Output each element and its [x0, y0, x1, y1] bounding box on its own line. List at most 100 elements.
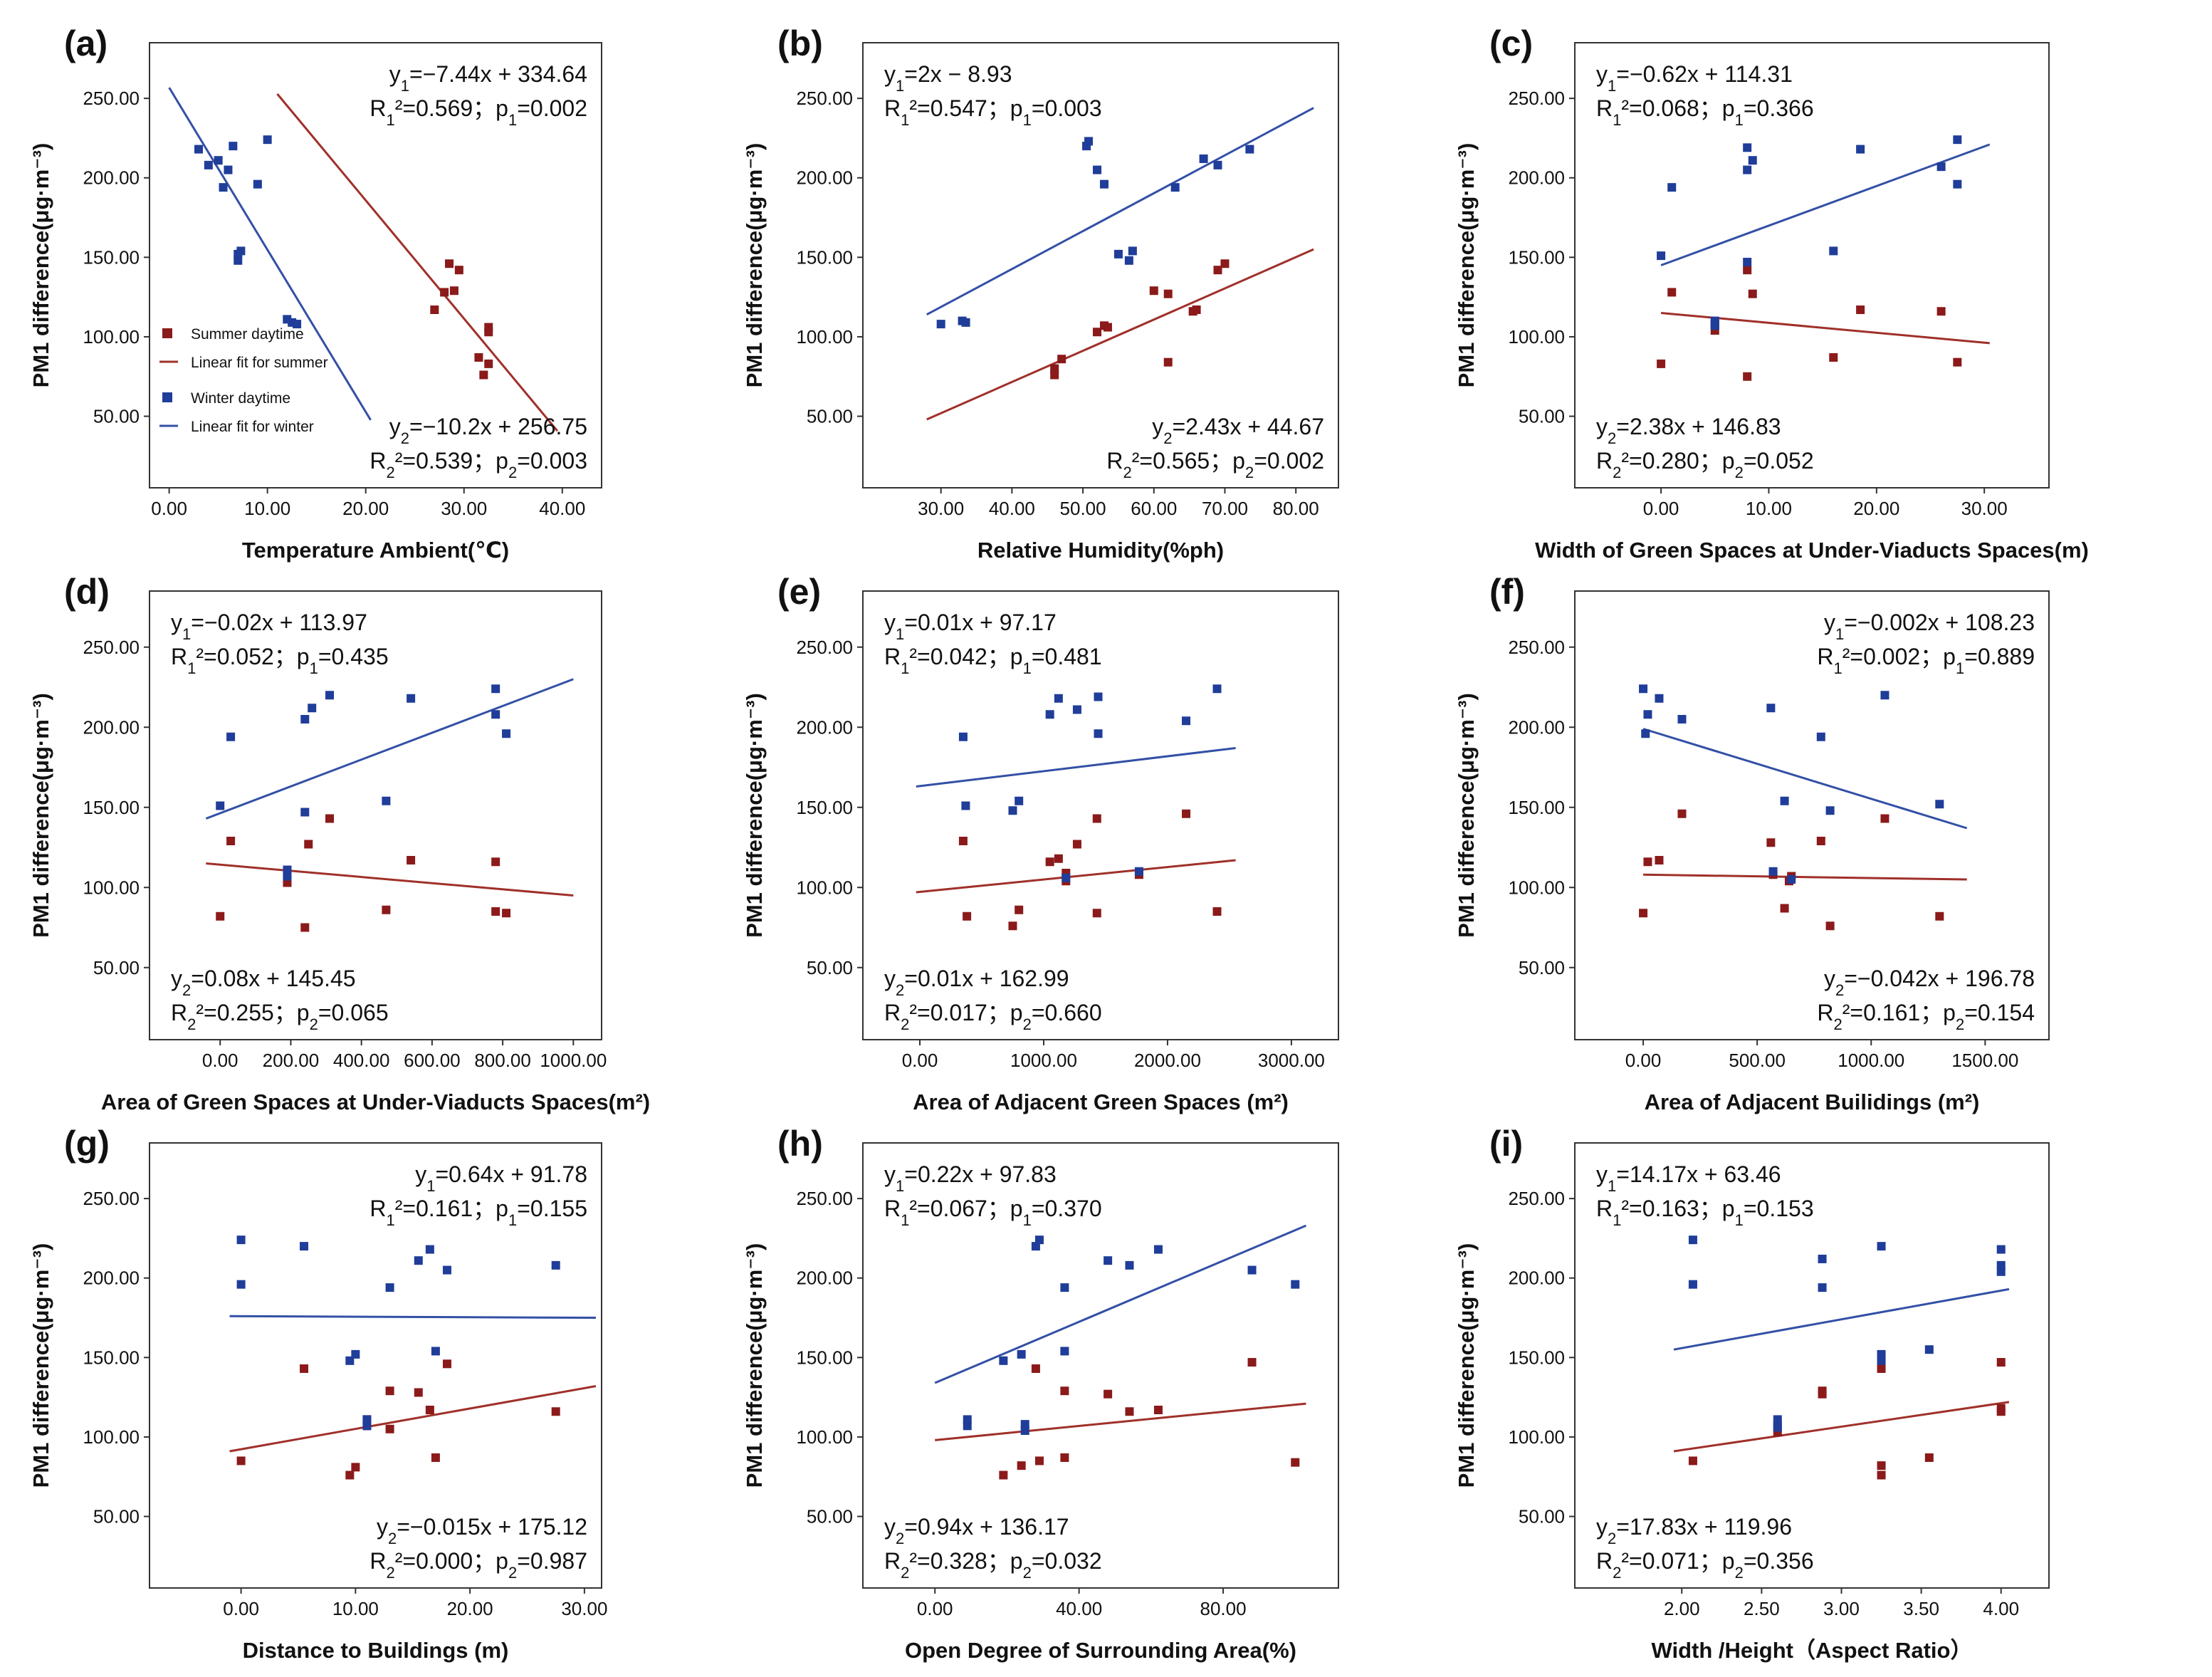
y-axis-label: PM1 difference(μg·m⁻³)	[742, 1243, 767, 1488]
winter-point	[1099, 179, 1108, 189]
winter-point	[431, 1347, 440, 1356]
x-tick-label: 20.00	[447, 1598, 493, 1619]
x-tick-label: 1000.00	[1838, 1050, 1904, 1071]
winter-point	[1677, 715, 1687, 723]
winter-fit-line	[1642, 728, 1968, 830]
winter-point	[236, 1280, 246, 1289]
summer-point	[1766, 838, 1776, 847]
summer-fit-line	[206, 862, 574, 897]
y-tick-label: 200.00	[83, 1268, 140, 1289]
summer-fit-line	[1660, 311, 1990, 345]
summer-point	[1163, 289, 1173, 298]
summer-point	[216, 911, 225, 921]
summer-point	[1856, 305, 1865, 314]
summer-point	[1877, 1364, 1886, 1373]
y-tick-label: 250.00	[83, 637, 140, 658]
plot-frame	[149, 590, 602, 1040]
x-tick-label: 2.00	[1664, 1598, 1700, 1619]
summer-point	[1192, 305, 1201, 314]
summer-point	[304, 840, 313, 849]
x-tick-label: 30.00	[1961, 498, 2008, 519]
summer-point	[1057, 355, 1066, 364]
summer-fit-line	[1673, 1401, 2010, 1453]
winter-point	[1291, 1280, 1300, 1289]
summer-point	[1780, 904, 1789, 913]
x-tick-label: 30.00	[441, 498, 487, 519]
y-tick-label: 250.00	[1508, 1188, 1565, 1209]
r2-p-line: R2²=0.255；p2=0.065	[171, 1000, 389, 1033]
y-tick-label: 250.00	[83, 1188, 140, 1209]
winter-point	[1124, 256, 1133, 265]
winter-point	[1766, 704, 1776, 713]
winter-point	[1170, 183, 1180, 192]
summer-point	[1008, 921, 1017, 931]
y-tick-label: 200.00	[796, 167, 853, 189]
summer-point	[440, 288, 449, 297]
summer-fit-line	[935, 1402, 1306, 1441]
scatter-panel-i: (i) 50.00 100.00 150.00 200.00 250.00 2.00 2.50…	[1454, 1124, 2050, 1663]
winter-point	[253, 179, 262, 189]
winter-fit-line	[168, 87, 372, 421]
panel-label: (i)	[1489, 1124, 1523, 1164]
winter-point	[1125, 1260, 1134, 1270]
winter-point	[1924, 1345, 1934, 1354]
x-axis-label: Distance to Buildings (m)	[243, 1638, 509, 1663]
plot-frame	[149, 1142, 602, 1589]
summer-point	[1935, 911, 1944, 921]
summer-point	[958, 837, 968, 845]
x-tick-label: 2000.00	[1134, 1050, 1201, 1071]
summer-point	[1247, 1358, 1257, 1367]
winter-point	[1688, 1280, 1697, 1289]
equation-line: y2=0.01x + 162.99	[884, 966, 1069, 999]
r2-p-line: R1²=0.161；p1=0.155	[369, 1196, 587, 1229]
x-tick-label: 40.00	[989, 498, 1035, 519]
winter-point	[551, 1260, 560, 1270]
summer-point	[1017, 1461, 1026, 1470]
summer-point	[1163, 357, 1173, 367]
winter-point	[999, 1356, 1008, 1365]
x-axis-label: Area of Adjacent Builidings (m²)	[1645, 1090, 1980, 1114]
winter-fit-line	[205, 678, 574, 820]
plot-frame	[862, 1142, 1339, 1589]
equation-line: y2=−10.2x + 256.75	[389, 414, 587, 447]
winter-point	[1818, 1283, 1827, 1292]
winter-point	[425, 1245, 434, 1254]
y-tick-label: 250.00	[796, 1188, 853, 1209]
y-tick-label: 100.00	[796, 1426, 853, 1448]
summer-point	[1655, 856, 1664, 864]
summer-point	[1031, 1364, 1040, 1373]
x-tick-label: 4.00	[1983, 1598, 2019, 1619]
summer-point	[1093, 328, 1102, 337]
winter-point	[407, 694, 416, 703]
r2-p-line: R2²=0.539；p2=0.003	[369, 448, 587, 481]
summer-point	[1291, 1458, 1300, 1467]
summer-point	[1220, 259, 1230, 268]
x-axis-label: Open Degree of Surrounding Area(%)	[905, 1638, 1296, 1663]
summer-point	[1667, 288, 1677, 297]
summer-point	[1054, 854, 1063, 863]
equation-line: y2=17.83x + 119.96	[1596, 1514, 1792, 1547]
summer-point	[425, 1406, 434, 1414]
winter-point	[961, 801, 970, 810]
y-axis-label: PM1 difference(μg·m⁻³)	[28, 143, 53, 388]
winter-point	[1017, 1349, 1026, 1359]
x-tick-label: 50.00	[1060, 498, 1106, 519]
legend-summer-fit-label: Linear fit for summer	[191, 355, 328, 371]
summer-point	[1880, 814, 1889, 823]
equation-line: y1=0.22x + 97.83	[884, 1161, 1057, 1195]
y-tick-label: 100.00	[1508, 877, 1565, 898]
winter-point	[1113, 249, 1123, 258]
scatter-panel-a: (a) 50.00 100.00 150.00 200.00 250.00 0.00 10.0…	[28, 23, 602, 563]
y-tick-label: 50.00	[807, 1506, 853, 1527]
summer-point	[325, 814, 335, 823]
winter-point	[1880, 691, 1889, 700]
y-tick-label: 150.00	[83, 1347, 140, 1368]
equation-line: y1=−0.02x + 113.97	[171, 610, 367, 643]
plot-frame	[862, 42, 1339, 489]
